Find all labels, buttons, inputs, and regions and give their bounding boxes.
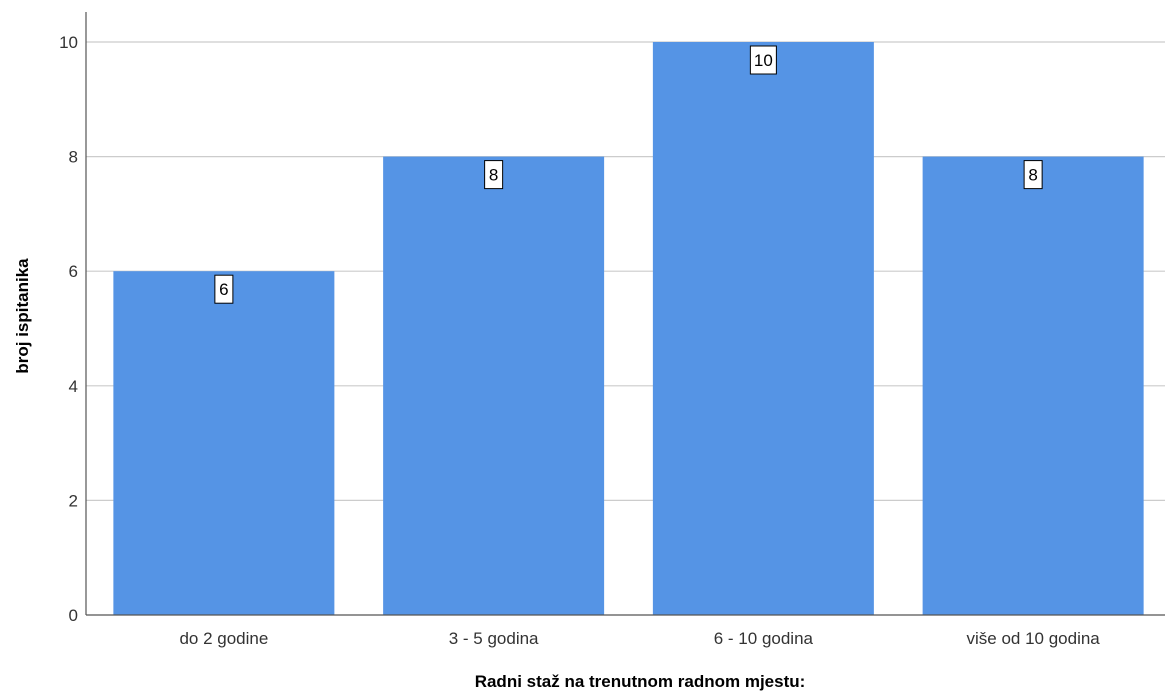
data-labels: 6 8 10 8 [214, 45, 1043, 304]
y-tick-label: 4 [69, 377, 78, 396]
y-axis-title: broj ispitanika [13, 258, 32, 374]
data-label-value: 8 [489, 166, 498, 185]
y-tick-label: 6 [69, 262, 78, 281]
x-tick-label: više od 10 godina [966, 629, 1100, 648]
data-label-value: 6 [219, 280, 228, 299]
data-label-box [749, 45, 777, 75]
y-tick-label: 2 [69, 491, 78, 510]
x-tick-label: 3 - 5 godina [449, 629, 539, 648]
y-tick-label: 0 [69, 606, 78, 625]
bar [922, 156, 1144, 615]
bars [113, 42, 1144, 615]
x-tick-label: 6 - 10 godina [714, 629, 814, 648]
bar [652, 42, 874, 615]
data-label-box [484, 160, 504, 190]
data-label-value: 10 [754, 51, 773, 70]
data-label: 8 [1023, 160, 1043, 190]
y-tick-label: 8 [69, 148, 78, 167]
x-tick-label: do 2 godine [179, 629, 268, 648]
data-label: 6 [214, 274, 234, 304]
data-label: 10 [749, 45, 777, 75]
data-label: 8 [484, 160, 504, 190]
bar [383, 156, 605, 615]
y-tick-labels: 0 2 4 6 8 10 [59, 33, 78, 625]
y-tick-label: 10 [59, 33, 78, 52]
data-label-box [214, 274, 234, 304]
data-label-value: 8 [1028, 166, 1037, 185]
x-axis-title: Radni staž na trenutnom radnom mjestu: [475, 672, 806, 691]
data-label-box [1023, 160, 1043, 190]
x-tick-labels: do 2 godine 3 - 5 godina 6 - 10 godina više… [179, 629, 1100, 648]
axes [85, 12, 1165, 616]
bar [113, 271, 335, 615]
